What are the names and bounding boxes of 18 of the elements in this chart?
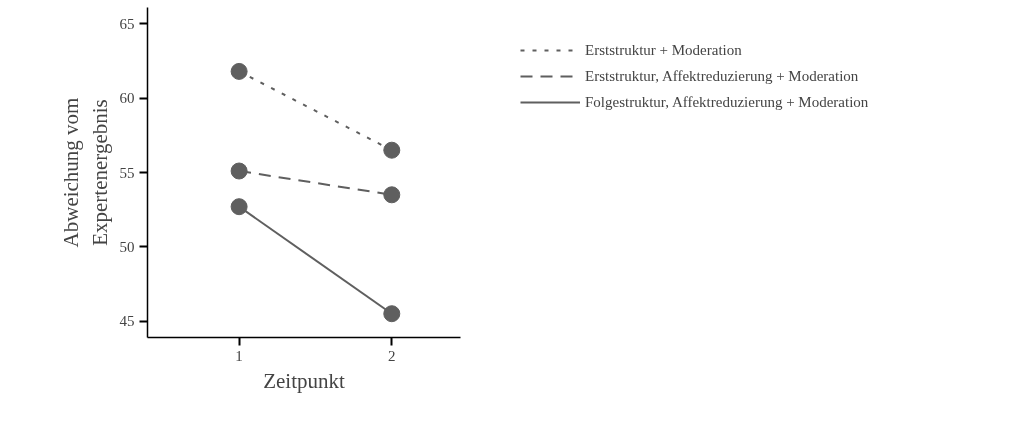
y-tick-label: 50: [119, 238, 135, 255]
point: [230, 198, 248, 216]
legend-label: Erststruktur, Affektreduzierung + Moderation: [585, 67, 859, 85]
y-tick-label: 55: [119, 164, 135, 181]
x-tick-label: 1: [235, 347, 243, 364]
x-tick-label: 2: [388, 347, 396, 364]
point: [383, 141, 401, 159]
y-tick-label: 45: [119, 313, 135, 330]
point: [383, 305, 401, 323]
x-axis-title: Zeitpunkt: [263, 368, 345, 393]
point: [383, 186, 401, 204]
y-axis-title: Abweichung vom Expertenergebnis: [58, 97, 112, 248]
y-tick-label: 65: [119, 15, 135, 32]
point: [230, 62, 248, 80]
y-tick-label: 60: [119, 90, 135, 107]
legend-label: Folgestruktur, Affektreduzierung + Moderation: [585, 93, 869, 111]
point: [230, 162, 248, 180]
legend-label: Erststruktur + Moderation: [585, 41, 742, 59]
